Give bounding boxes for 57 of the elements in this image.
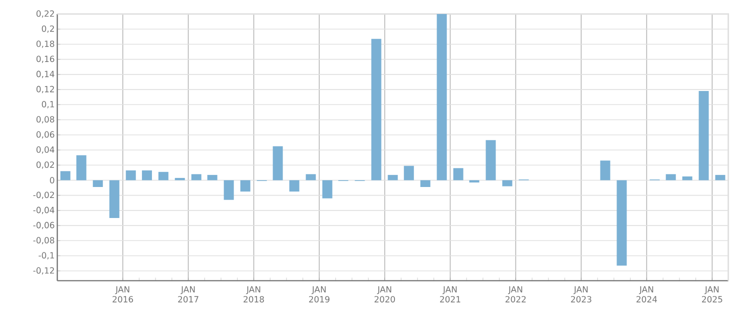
bar xyxy=(60,171,70,180)
y-tick-label: -0,12 xyxy=(33,267,54,275)
bar xyxy=(404,166,414,180)
bar xyxy=(191,174,202,180)
bar xyxy=(240,180,250,192)
bar xyxy=(436,14,447,180)
y-tick-label: 0,12 xyxy=(36,86,54,94)
bar xyxy=(142,170,152,180)
x-tick-label: JAN 2016 xyxy=(112,286,134,302)
bar xyxy=(715,174,726,180)
y-tick-label: 0,02 xyxy=(36,161,54,169)
bar xyxy=(486,140,496,180)
y-tick-label: -0,08 xyxy=(33,237,54,244)
y-tick-label: 0,04 xyxy=(36,146,54,154)
bar xyxy=(371,38,382,180)
y-tick-label: 0,16 xyxy=(36,56,54,63)
y-tick-label: 0,14 xyxy=(36,70,54,78)
bar xyxy=(616,180,627,266)
bar xyxy=(420,180,430,188)
y-tick-label: 0,06 xyxy=(36,131,54,139)
bar xyxy=(306,174,316,180)
bar xyxy=(272,146,283,180)
y-tick-label: 0,22 xyxy=(36,10,54,18)
bar xyxy=(126,170,136,180)
x-tick-label: JAN 2020 xyxy=(374,286,395,302)
y-tick-label: -0,02 xyxy=(33,192,54,199)
bar xyxy=(322,180,332,198)
bar xyxy=(76,155,86,180)
x-tick-label: JAN 2024 xyxy=(636,286,657,302)
x-tick-label: JAN 2022 xyxy=(506,286,526,302)
bar xyxy=(207,174,218,180)
bar xyxy=(502,180,512,186)
bar xyxy=(682,176,692,180)
y-tick-label: -0,1 xyxy=(38,252,54,260)
bar xyxy=(158,172,168,180)
y-tick-label: 0,08 xyxy=(36,116,54,124)
bar xyxy=(600,160,610,180)
x-tick-label: JAN 2018 xyxy=(244,286,264,302)
bar xyxy=(92,180,103,188)
y-tick-label: -0,04 xyxy=(33,206,54,214)
x-tick-label: JAN 2025 xyxy=(702,286,722,302)
bar xyxy=(698,91,709,180)
y-tick-label: 0,1 xyxy=(42,101,54,108)
bar xyxy=(109,180,120,218)
x-tick-label: JAN 2019 xyxy=(309,286,330,302)
bar xyxy=(453,168,464,180)
y-tick-label: 0,18 xyxy=(36,40,54,48)
y-tick-label: 0 xyxy=(50,177,54,184)
bar xyxy=(388,174,398,180)
x-tick-label: JAN 2023 xyxy=(571,286,592,302)
bar xyxy=(289,180,300,192)
bar xyxy=(666,174,676,180)
bar xyxy=(224,180,234,200)
y-tick-label: -0,06 xyxy=(33,222,54,230)
x-tick-label: JAN 2021 xyxy=(440,286,460,302)
y-tick-label: 0,2 xyxy=(42,25,54,33)
x-tick-label: JAN 2017 xyxy=(178,286,198,302)
